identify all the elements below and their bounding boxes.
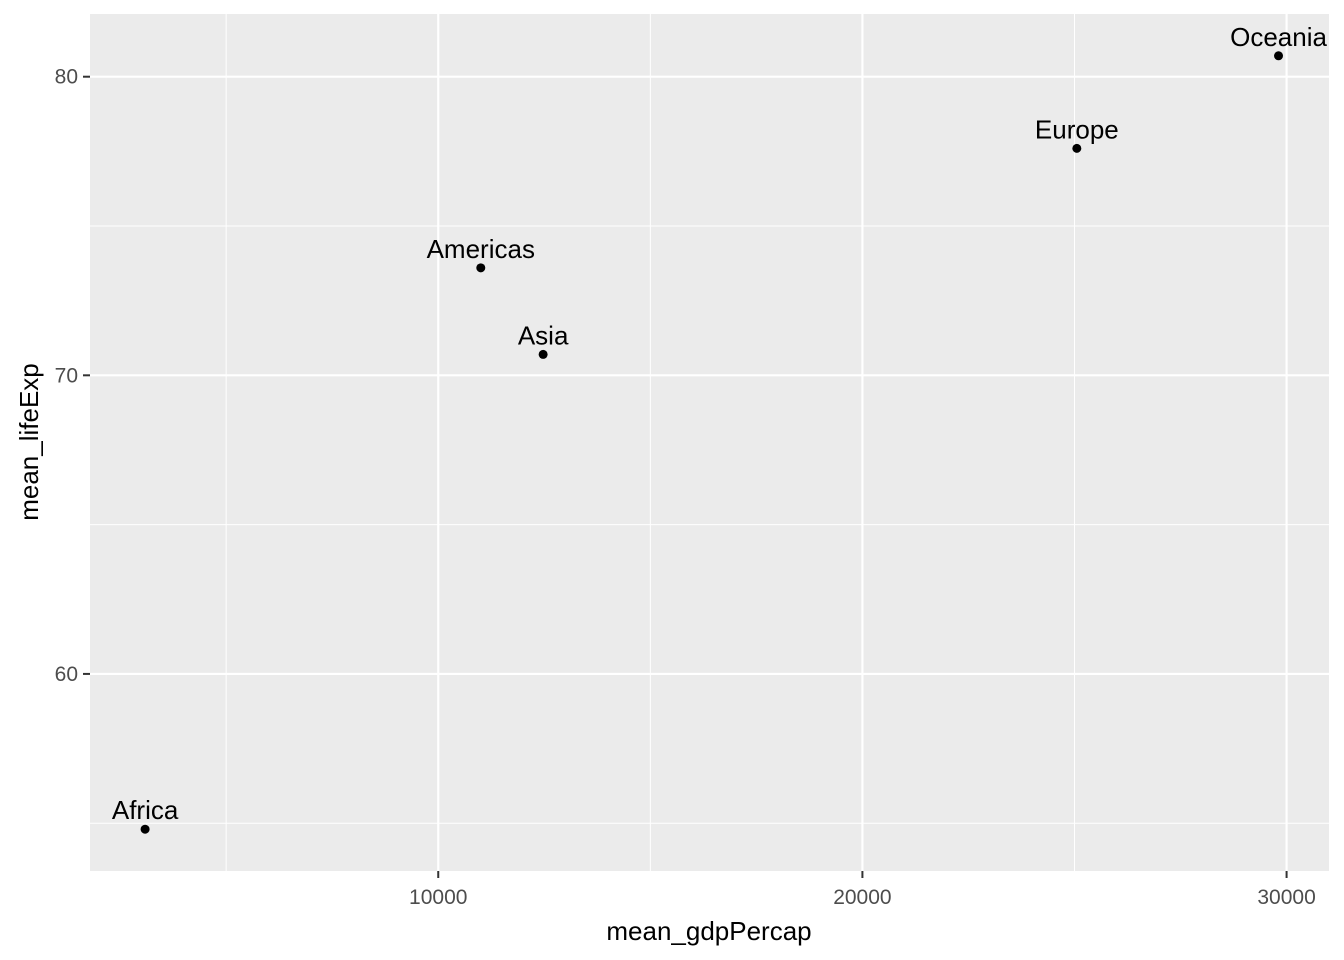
point-labels: Africa Americas Asia Europe Oceania	[112, 22, 1328, 825]
data-point-europe	[1072, 143, 1082, 153]
y-axis-title: mean_lifeExp	[14, 363, 44, 521]
y-tick-label: 80	[55, 66, 78, 89]
point-label-oceania: Oceania	[1230, 22, 1327, 52]
y-tick-label: 60	[55, 663, 78, 686]
minor-gridlines	[90, 14, 1329, 871]
panel-background	[90, 14, 1329, 871]
point-label-africa: Africa	[112, 795, 179, 825]
x-axis-title: mean_gdpPercap	[606, 916, 811, 946]
data-point-americas	[476, 263, 486, 273]
data-point-africa	[140, 824, 150, 834]
y-axis: 60 70 80	[55, 66, 90, 686]
point-label-europe: Europe	[1035, 114, 1119, 144]
point-label-americas: Americas	[427, 234, 535, 264]
data-point-asia	[538, 349, 548, 359]
y-tick-label: 70	[55, 364, 78, 387]
data-point-oceania	[1274, 51, 1284, 61]
x-tick-label: 30000	[1257, 886, 1315, 909]
x-axis: 10000 20000 30000	[409, 871, 1316, 909]
data-points	[140, 51, 1284, 834]
point-label-asia: Asia	[518, 320, 569, 350]
major-gridlines	[90, 14, 1329, 871]
x-tick-label: 10000	[409, 886, 467, 909]
x-tick-label: 20000	[833, 886, 891, 909]
